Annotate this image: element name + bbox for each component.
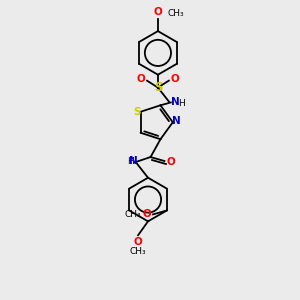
Text: O: O	[134, 237, 142, 247]
Text: O: O	[154, 7, 162, 17]
Text: H: H	[127, 157, 134, 166]
Text: CH₃: CH₃	[124, 210, 141, 219]
Text: N: N	[171, 98, 180, 107]
Text: S: S	[133, 107, 140, 117]
Text: O: O	[136, 74, 145, 84]
Text: O: O	[142, 209, 151, 219]
Text: O: O	[167, 157, 175, 167]
Text: CH₃: CH₃	[168, 9, 184, 18]
Text: O: O	[171, 74, 180, 84]
Text: CH₃: CH₃	[130, 247, 146, 256]
Text: H: H	[178, 99, 184, 108]
Text: N: N	[172, 116, 181, 126]
Text: S: S	[154, 81, 162, 94]
Text: N: N	[129, 156, 138, 166]
